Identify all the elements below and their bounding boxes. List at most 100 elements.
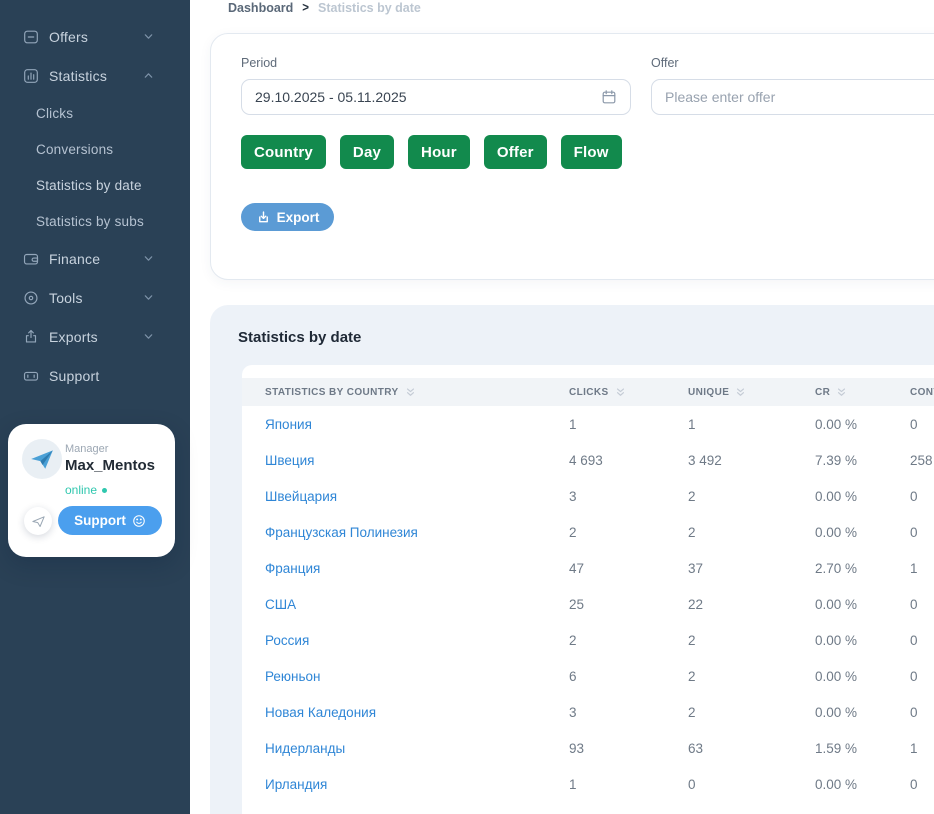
column-header-unique[interactable]: Unique xyxy=(688,387,815,398)
conversions-cell: 0 xyxy=(910,416,918,432)
conversions-cell: 0 xyxy=(910,776,918,792)
country-link[interactable]: США xyxy=(265,596,297,612)
unique-cell: 0 xyxy=(688,776,696,792)
column-header-clicks[interactable]: Clicks xyxy=(569,387,688,398)
country-cell: США xyxy=(265,597,569,612)
sidebar-item-finance[interactable]: Finance xyxy=(0,239,190,278)
filter-panel: Period 29.10.2025 - 05.11.2025 Offer Ple… xyxy=(210,33,934,280)
group-by-flow-button[interactable]: Flow xyxy=(560,135,622,169)
sidebar-item-label: Exports xyxy=(49,328,98,345)
sidebar-subitem-statistics-by-subs[interactable]: Statistics by subs xyxy=(36,213,144,229)
sidebar-item-label: Finance xyxy=(49,250,101,267)
sidebar-item-offers[interactable]: Offers xyxy=(0,17,190,56)
unique-cell: 2 xyxy=(688,524,696,540)
main-content: Dashboard > Statistics by date Period 29… xyxy=(190,0,934,814)
cr-cell: 0.00 % xyxy=(815,416,858,432)
cr-cell: 0.00 % xyxy=(815,632,858,648)
sidebar-item-dashboard[interactable]: Dashboard xyxy=(0,0,190,9)
telegram-button[interactable] xyxy=(24,507,52,535)
smiley-icon xyxy=(133,514,145,527)
clicks-cell: 3 xyxy=(569,704,577,720)
sort-icon xyxy=(615,387,626,398)
conversions-cell: 1 xyxy=(910,740,918,756)
exports-icon xyxy=(22,328,40,346)
support-button[interactable]: Support xyxy=(58,506,162,535)
sidebar-item-statistics[interactable]: Statistics xyxy=(0,56,190,95)
country-cell: Швейцария xyxy=(265,489,569,504)
chevron-down-icon xyxy=(143,31,154,42)
cr-cell: 7.39 % xyxy=(815,452,858,468)
breadcrumb-dashboard-link[interactable]: Dashboard xyxy=(228,1,294,15)
country-cell: Япония xyxy=(265,417,569,432)
chevron-down-icon xyxy=(143,253,154,264)
clicks-cell: 1 xyxy=(569,416,577,432)
chevron-up-icon xyxy=(143,70,154,81)
country-link[interactable]: Французская Полинезия xyxy=(265,524,418,540)
unique-cell: 2 xyxy=(688,488,696,504)
period-label: Period xyxy=(241,56,278,70)
column-header-label: Statistics by country xyxy=(265,386,399,398)
sidebar: Dashboard Offers Statistics Clicks Conversio… xyxy=(0,0,190,814)
sidebar-item-label: Statistics xyxy=(49,67,108,84)
unique-cell: 1 xyxy=(688,416,696,432)
clicks-cell: 1 xyxy=(569,776,577,792)
country-link[interactable]: Россия xyxy=(265,632,310,648)
table-row: Французская Полинезия 2 2 0.00 % 0 xyxy=(242,514,934,550)
table-header-row: Statistics by country Clicks Unique CR Conve… xyxy=(242,378,934,406)
statistics-table: Statistics by country Clicks Unique CR Conve… xyxy=(242,365,934,814)
conversions-cell: 258 xyxy=(910,452,933,468)
table-row: Швейцария 3 2 0.00 % 0 xyxy=(242,478,934,514)
breadcrumb: Dashboard > Statistics by date xyxy=(228,1,421,15)
support-icon xyxy=(22,367,40,385)
sidebar-item-tools[interactable]: Tools xyxy=(0,278,190,317)
country-link[interactable]: Реюньон xyxy=(265,668,321,684)
sidebar-subitem-statistics-by-date[interactable]: Statistics by date xyxy=(36,177,142,193)
country-cell: Франция xyxy=(265,561,569,576)
chevron-down-icon xyxy=(143,331,154,342)
tools-icon xyxy=(22,289,40,307)
table-row: Реюньон 6 2 0.00 % 0 xyxy=(242,658,934,694)
clicks-cell: 93 xyxy=(569,740,585,756)
sidebar-item-label: Support xyxy=(49,367,100,384)
calendar-icon xyxy=(601,89,617,105)
country-cell: Реюньон xyxy=(265,669,569,684)
period-date-range-input[interactable]: 29.10.2025 - 05.11.2025 xyxy=(241,79,631,115)
unique-cell: 2 xyxy=(688,632,696,648)
unique-cell: 37 xyxy=(688,560,704,576)
country-cell: Новая Каледония xyxy=(265,705,569,720)
conversions-cell: 0 xyxy=(910,488,918,504)
group-by-country-button[interactable]: Country xyxy=(241,135,326,169)
country-link[interactable]: Новая Каледония xyxy=(265,704,376,720)
sidebar-item-exports[interactable]: Exports xyxy=(0,317,190,356)
country-link[interactable]: Франция xyxy=(265,560,321,576)
country-link[interactable]: Швеция xyxy=(265,452,315,468)
group-by-hour-button[interactable]: Hour xyxy=(408,135,470,169)
export-button[interactable]: Export xyxy=(241,203,334,231)
sidebar-subitem-conversions[interactable]: Conversions xyxy=(36,141,114,157)
conversions-cell: 1 xyxy=(910,560,918,576)
country-link[interactable]: Ирландия xyxy=(265,776,328,792)
group-by-buttons: Country Day Hour Offer Flow xyxy=(241,135,622,169)
online-status-text: online xyxy=(65,483,98,497)
offer-input[interactable]: Please enter offer xyxy=(651,79,934,115)
group-by-offer-button[interactable]: Offer xyxy=(483,135,547,169)
unique-cell: 3 492 xyxy=(688,452,722,468)
group-by-day-button[interactable]: Day xyxy=(339,135,395,169)
column-header-cr[interactable]: CR xyxy=(815,387,910,398)
online-status: online xyxy=(65,483,108,497)
country-link[interactable]: Швейцария xyxy=(265,488,338,504)
clicks-cell: 2 xyxy=(569,632,577,648)
column-header-statistics-by-country[interactable]: Statistics by country xyxy=(265,387,569,398)
table-row: Швеция 4 693 3 492 7.39 % 258 xyxy=(242,442,934,478)
sort-icon xyxy=(735,387,746,398)
column-header-conversions[interactable]: Conversions xyxy=(910,387,934,398)
sidebar-subitem-clicks[interactable]: Clicks xyxy=(36,105,74,121)
country-link[interactable]: Нидерланды xyxy=(265,740,346,756)
cr-cell: 1.59 % xyxy=(815,740,858,756)
manager-role-label: Manager xyxy=(65,443,109,455)
country-link[interactable]: Япония xyxy=(265,416,312,432)
unique-cell: 2 xyxy=(688,704,696,720)
table-body: Япония 1 1 0.00 % 0 Швеция 4 693 3 492 7.39 % 258… xyxy=(242,406,934,802)
sidebar-item-support[interactable]: Support xyxy=(0,356,190,395)
conversions-cell: 0 xyxy=(910,524,918,540)
